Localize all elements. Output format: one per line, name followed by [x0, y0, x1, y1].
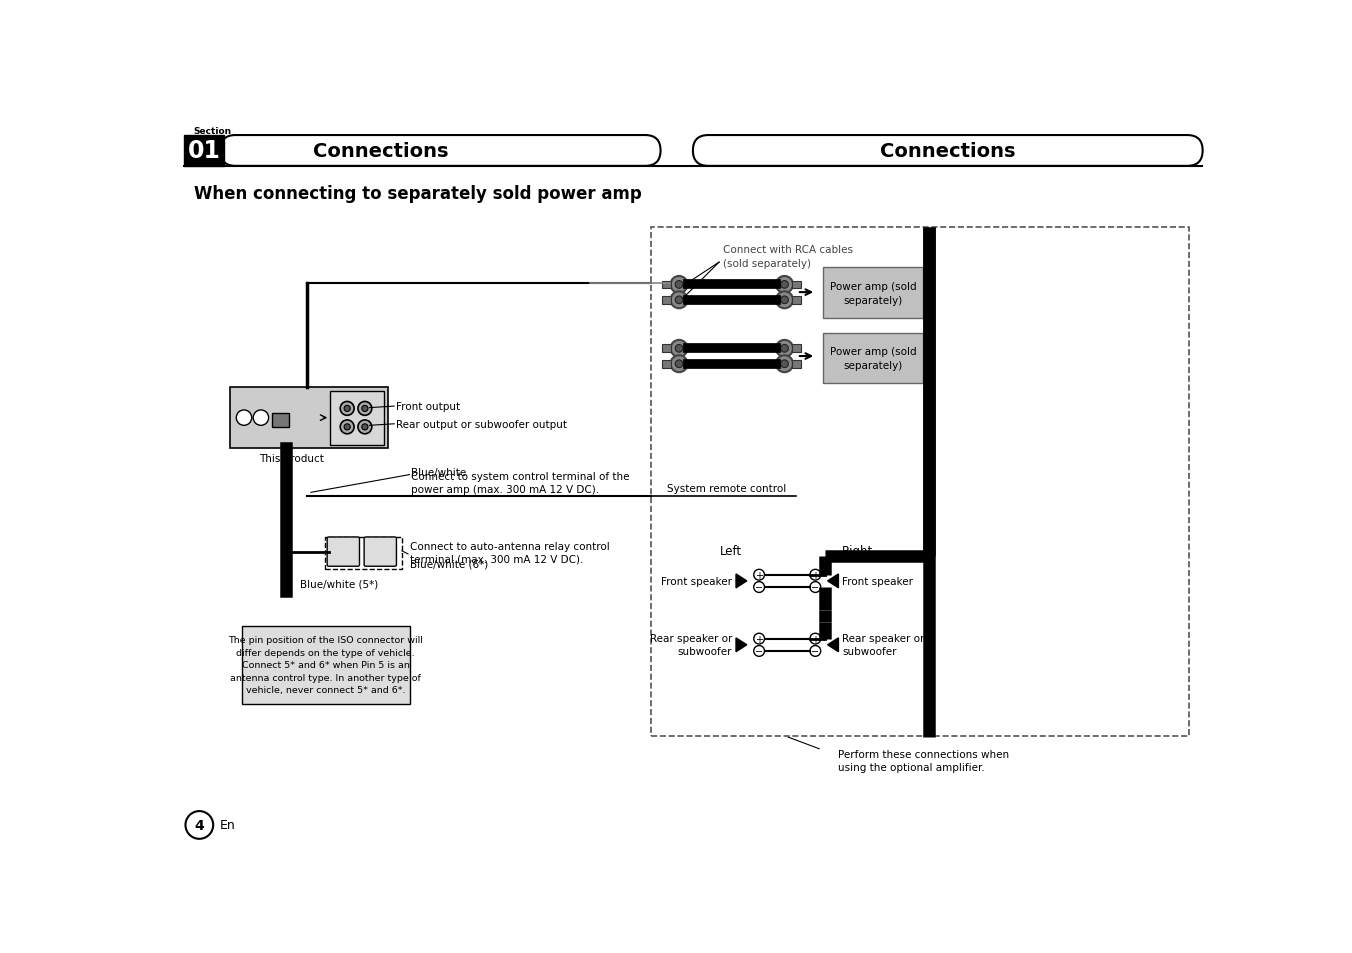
Text: Rear output or subwoofer output: Rear output or subwoofer output	[396, 419, 566, 430]
Text: System remote control: System remote control	[667, 484, 787, 494]
Circle shape	[776, 276, 794, 294]
Text: Connections: Connections	[880, 142, 1015, 161]
Bar	[662, 296, 672, 304]
Text: Front speaker: Front speaker	[661, 577, 733, 586]
Circle shape	[671, 340, 688, 357]
Text: Connections: Connections	[312, 142, 448, 161]
Circle shape	[753, 634, 764, 644]
Text: +: +	[756, 570, 763, 580]
Circle shape	[185, 811, 214, 839]
Circle shape	[671, 355, 688, 373]
Bar	[230, 388, 388, 449]
Circle shape	[810, 582, 821, 593]
Circle shape	[780, 296, 788, 304]
Circle shape	[753, 570, 764, 580]
Text: 01: 01	[188, 139, 220, 163]
Text: The pin position of the ISO connector will
differ depends on the type of vehicle: The pin position of the ISO connector wi…	[228, 636, 423, 695]
Circle shape	[253, 411, 269, 426]
Text: +: +	[811, 634, 819, 644]
Bar	[662, 281, 672, 289]
Text: Left: Left	[719, 545, 742, 558]
Circle shape	[345, 424, 350, 431]
Circle shape	[675, 345, 683, 353]
Text: −: −	[754, 582, 763, 593]
Bar	[652, 228, 1188, 736]
Text: Rear speaker or
subwoofer: Rear speaker or subwoofer	[650, 634, 733, 657]
Text: Blue/white (6*): Blue/white (6*)	[410, 558, 488, 569]
Circle shape	[675, 360, 683, 368]
Polygon shape	[735, 575, 746, 588]
Bar	[792, 296, 802, 304]
Circle shape	[776, 292, 794, 309]
Circle shape	[810, 570, 821, 580]
FancyBboxPatch shape	[327, 537, 360, 567]
Bar	[330, 392, 384, 445]
Circle shape	[358, 402, 372, 416]
Circle shape	[753, 646, 764, 657]
Text: Section: Section	[193, 127, 231, 135]
Bar	[662, 360, 672, 368]
Circle shape	[780, 281, 788, 289]
Circle shape	[358, 420, 372, 435]
Text: Front output: Front output	[396, 401, 460, 412]
Bar	[823, 268, 923, 318]
Text: This product: This product	[260, 454, 324, 464]
Circle shape	[341, 402, 354, 416]
Circle shape	[237, 411, 251, 426]
Bar	[184, 136, 224, 167]
Circle shape	[753, 582, 764, 593]
Text: +: +	[756, 634, 763, 644]
Text: 4: 4	[195, 818, 204, 832]
Text: Right: Right	[842, 545, 873, 558]
Circle shape	[341, 420, 354, 435]
Circle shape	[362, 424, 368, 431]
Text: En: En	[220, 819, 235, 832]
FancyBboxPatch shape	[692, 136, 1203, 167]
Bar	[823, 334, 923, 383]
Text: Connect with RCA cables
(sold separately): Connect with RCA cables (sold separately…	[723, 245, 853, 268]
Circle shape	[362, 406, 368, 412]
Circle shape	[675, 296, 683, 304]
Text: Connect to auto-antenna relay control
terminal (max. 300 mA 12 V DC).: Connect to auto-antenna relay control te…	[410, 541, 610, 564]
Text: −: −	[811, 646, 819, 657]
FancyBboxPatch shape	[220, 136, 661, 167]
Text: Power amp (sold
separately): Power amp (sold separately)	[830, 347, 917, 371]
Text: Perform these connections when
using the optional amplifier.: Perform these connections when using the…	[838, 749, 1010, 772]
Circle shape	[776, 355, 794, 373]
Bar	[242, 626, 410, 704]
Circle shape	[671, 292, 688, 309]
Bar	[792, 281, 802, 289]
Circle shape	[675, 281, 683, 289]
Text: Connect to system control terminal of the
power amp (max. 300 mA 12 V DC).: Connect to system control terminal of th…	[411, 471, 630, 495]
Circle shape	[776, 340, 794, 357]
Text: Front speaker: Front speaker	[842, 577, 914, 586]
Bar	[324, 537, 402, 570]
Text: Blue/white (5*): Blue/white (5*)	[300, 578, 377, 589]
Circle shape	[671, 276, 688, 294]
Bar	[792, 345, 802, 353]
FancyBboxPatch shape	[364, 537, 396, 567]
Circle shape	[810, 634, 821, 644]
Text: Blue/white: Blue/white	[411, 467, 466, 477]
Text: −: −	[811, 582, 819, 593]
Text: −: −	[754, 646, 763, 657]
Circle shape	[810, 646, 821, 657]
Polygon shape	[735, 639, 746, 652]
Circle shape	[345, 406, 350, 412]
Text: +: +	[811, 570, 819, 580]
Bar	[273, 414, 289, 428]
Text: When connecting to separately sold power amp: When connecting to separately sold power…	[193, 185, 642, 203]
Text: Rear speaker or
subwoofer: Rear speaker or subwoofer	[842, 634, 925, 657]
Circle shape	[780, 360, 788, 368]
Circle shape	[780, 345, 788, 353]
Bar	[662, 345, 672, 353]
Polygon shape	[827, 639, 838, 652]
Text: Power amp (sold
separately): Power amp (sold separately)	[830, 281, 917, 305]
Bar	[792, 360, 802, 368]
Polygon shape	[827, 575, 838, 588]
